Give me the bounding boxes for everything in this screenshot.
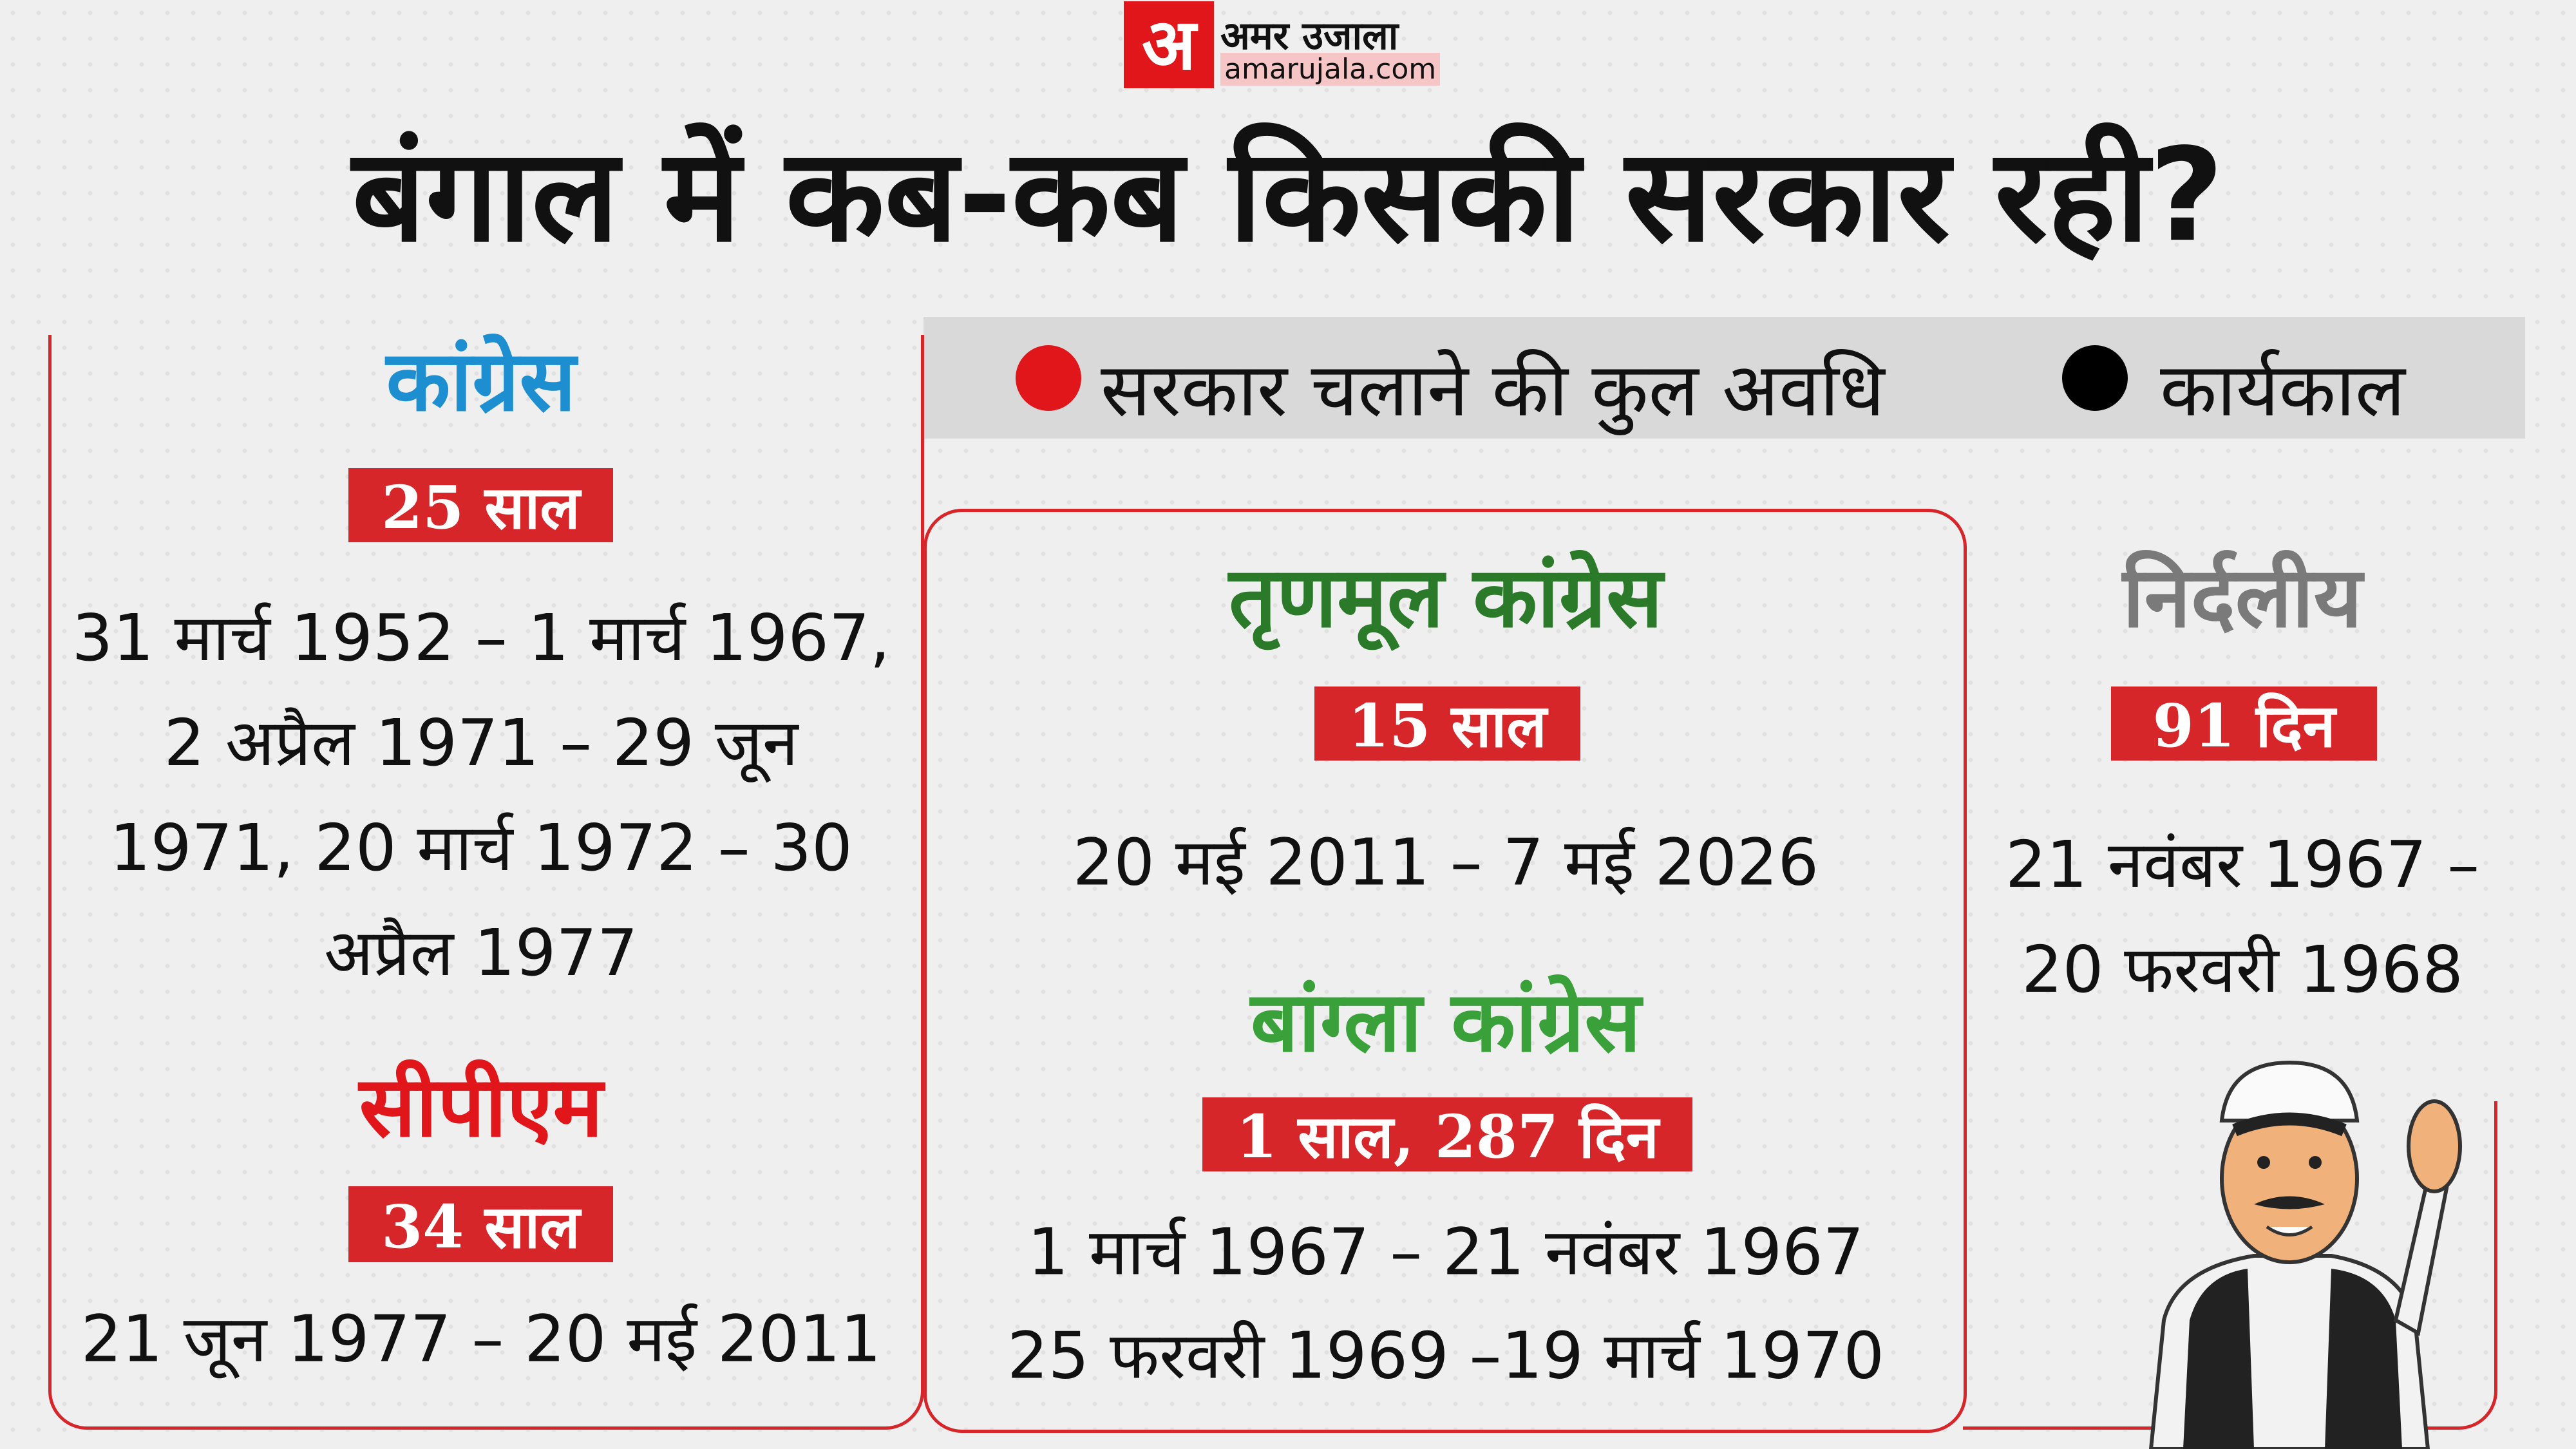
duration-badge: 1 साल, 287 दिन (1202, 1097, 1692, 1171)
left-panel (48, 335, 924, 1430)
logo: अ अमर उजाला amarujala.com (1124, 1, 1459, 88)
party-name: तृणमूल कांग्रेस (1229, 548, 1663, 647)
term: 1 मार्च 1967 – 21 नवंबर 1967 (1027, 1214, 1864, 1290)
term: 20 मई 2011 – 7 मई 2026 (1072, 824, 1819, 900)
duration-badge: 34 साल (348, 1186, 613, 1262)
middle-panel (923, 509, 1967, 1433)
illustration (2148, 1060, 2462, 1449)
legend-label: कार्यकाल (2160, 347, 2405, 433)
legend-dot (1016, 345, 1081, 411)
legend-dot (2062, 345, 2128, 411)
logo-mark: अ (1124, 1, 1214, 88)
duration-badge: 91 दिन (2111, 687, 2377, 761)
term: 31 मार्च 1952 – 1 मार्च 1967, 2 अप्रैल 1… (71, 600, 891, 990)
term: 21 नवंबर 1967 – 20 फरवरी 1968 (2005, 827, 2480, 1007)
party-name: कांग्रेस (386, 332, 576, 430)
legend-bar: सरकार चलाने की कुल अवधि कार्यकाल (923, 317, 2525, 439)
duration-badge: 15 साल (1314, 687, 1580, 761)
term: 25 फरवरी 1969 –19 मार्च 1970 (1007, 1318, 1885, 1394)
title: बंगाल में कब-कब किसकी सरकार रही? (352, 120, 2224, 271)
duration-badge: 25 साल (348, 468, 613, 542)
party-name: सीपीएम (359, 1057, 603, 1156)
party-name: बांग्ला कांग्रेस (1250, 972, 1642, 1071)
party-name: निर्दलीय (2122, 548, 2363, 647)
term: 21 जून 1977 – 20 मई 2011 (80, 1301, 882, 1377)
legend-label: सरकार चलाने की कुल अवधि (1101, 347, 1885, 433)
logo-site: amarujala.com (1220, 53, 1441, 86)
logo-name: अमर उजाला (1220, 14, 1399, 59)
